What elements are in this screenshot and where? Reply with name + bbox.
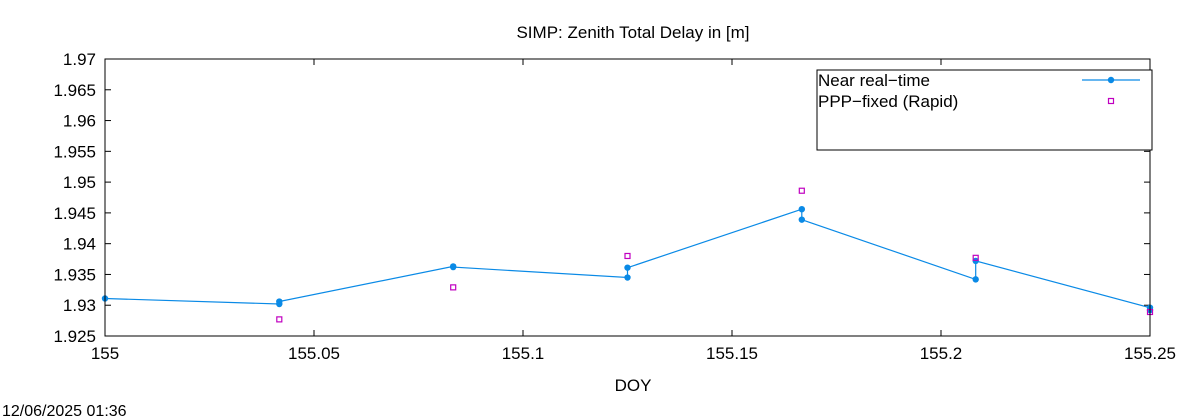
point-near-real-time: [449, 263, 457, 271]
x-tick-label: 155.1: [502, 344, 545, 363]
y-tick-label: 1.935: [53, 265, 96, 284]
y-tick-label: 1.955: [53, 142, 96, 161]
point-near-real-time: [972, 276, 979, 283]
plot-frame: [104, 58, 1151, 337]
axis-ticks: 1.925 1.93 1.935 1.94 1.945 1.95 1.955 1.96 1.96…: [53, 50, 1176, 363]
point-ppp-fixed: [450, 284, 457, 291]
x-tick-label: 155: [91, 344, 119, 363]
point-ppp-fixed: [276, 316, 283, 323]
x-axis-title: DOY: [615, 376, 652, 395]
y-tick-label: 1.94: [63, 235, 96, 254]
series-line-near-real-time: [104, 208, 1151, 311]
y-tick-label: 1.925: [53, 327, 96, 346]
legend: Near real−time PPP−fixed (Rapid): [816, 69, 1153, 151]
x-tick-label: 155.05: [288, 344, 340, 363]
y-tick-label: 1.93: [63, 296, 96, 315]
point-ppp-fixed: [798, 187, 805, 194]
point-near-real-time: [624, 274, 631, 281]
legend-swatch-point: [1107, 76, 1115, 84]
legend-swatches: [1082, 76, 1140, 105]
x-tick-label: 155.2: [920, 344, 963, 363]
y-tick-label: 1.96: [63, 112, 96, 131]
y-tick-label: 1.97: [63, 50, 96, 69]
y-tick-label: 1.945: [53, 204, 96, 223]
x-tick-label: 155.15: [706, 344, 758, 363]
point-ppp-fixed: [624, 252, 631, 260]
y-tick-label: 1.95: [63, 173, 96, 192]
chart-title: SIMP: Zenith Total Delay in [m]: [516, 23, 749, 42]
legend-box: [816, 69, 1153, 151]
legend-label-near-real-time: Near real−time: [818, 71, 930, 90]
legend-swatch-square: [1107, 97, 1115, 105]
x-tick-label: 155.25: [1124, 344, 1176, 363]
y-tick-label: 1.965: [53, 81, 96, 100]
point-ppp-fixed: [972, 254, 979, 261]
point-near-real-time: [798, 216, 806, 223]
footer-timestamp: 12/06/2025 01:36: [2, 403, 127, 420]
point-near-real-time: [276, 298, 283, 305]
point-near-real-time: [624, 264, 631, 271]
legend-label-ppp-fixed: PPP−fixed (Rapid): [818, 92, 958, 111]
point-near-real-time: [798, 205, 806, 213]
series-layer: [101, 187, 1154, 323]
